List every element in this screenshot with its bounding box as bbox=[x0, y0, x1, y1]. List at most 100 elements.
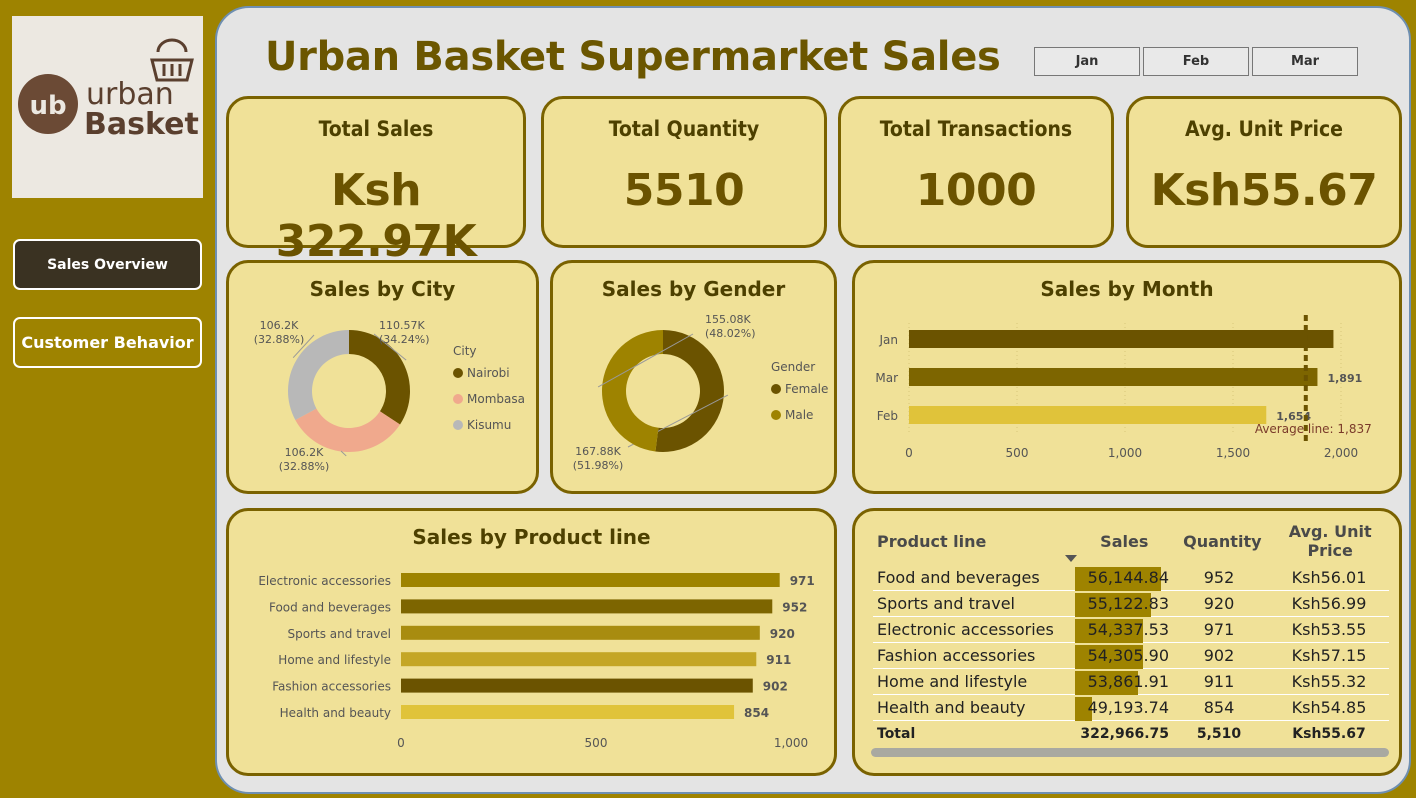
legend-label-kisumu: Kisumu bbox=[467, 418, 511, 432]
nav-customer-behavior-label: Customer Behavior bbox=[21, 333, 194, 352]
sales-data-bar bbox=[1075, 593, 1151, 617]
table-card-product-line: Product line Sales Quantity Avg. Unit Pr… bbox=[852, 508, 1402, 776]
donut-slice-female bbox=[655, 330, 725, 452]
bar-health-and-beauty bbox=[401, 705, 735, 719]
legend-marker bbox=[453, 394, 463, 404]
table-body: Food and beverages 56,144.84 952 Ksh56.01 Sp… bbox=[873, 565, 1389, 721]
kpi-value: 5510 bbox=[623, 165, 745, 216]
cell-avg-unit-price: Ksh54.85 bbox=[1291, 698, 1367, 717]
y-tick-label: Electronic accessories bbox=[258, 574, 391, 588]
table-row[interactable]: Health and beauty 49,193.74 854 Ksh54.85 bbox=[873, 695, 1389, 721]
chart-title: Sales by Month bbox=[1040, 277, 1214, 301]
horizontal-scrollbar[interactable] bbox=[871, 748, 1389, 757]
x-tick-label: 1,000 bbox=[774, 736, 808, 750]
data-label-percent: (51.98%) bbox=[573, 459, 624, 472]
logo-graphic: ub urban Basket bbox=[18, 38, 199, 142]
legend-label-nairobi: Nairobi bbox=[467, 366, 510, 380]
sales-data-bar bbox=[1075, 697, 1092, 721]
slicer-feb[interactable]: Feb bbox=[1143, 47, 1249, 76]
leader-line bbox=[340, 450, 347, 457]
cell-avg-unit-price: Ksh56.99 bbox=[1291, 594, 1367, 613]
data-label-percent: (32.88%) bbox=[279, 460, 330, 473]
data-label: 1,891 bbox=[1327, 372, 1362, 385]
bar-food-and-beverages bbox=[401, 599, 773, 614]
data-label-percent: (48.02%) bbox=[705, 327, 756, 340]
cell-avg-unit-price: Ksh55.32 bbox=[1291, 672, 1367, 691]
leader-line bbox=[292, 334, 315, 359]
leader-line bbox=[373, 333, 407, 361]
sales-data-bar bbox=[1075, 619, 1144, 643]
slicer-mar[interactable]: Mar bbox=[1252, 47, 1358, 76]
total-sales: 322,966.75 bbox=[1080, 726, 1169, 742]
chart-card-sales-by-product-line: Sales by Product line 0 500 1,000 Electroni… bbox=[226, 508, 837, 776]
data-label: 952 bbox=[782, 600, 807, 614]
data-label-value: 110.57K bbox=[379, 319, 425, 332]
cell-quantity: 902 bbox=[1203, 646, 1235, 665]
cell-sales-text: 56,144.84 bbox=[1087, 568, 1169, 587]
column-header-product-line[interactable]: Product line bbox=[877, 531, 987, 551]
cell-avg-unit-price: Ksh53.55 bbox=[1291, 620, 1367, 639]
logo-circle bbox=[18, 74, 78, 134]
table-row[interactable]: Food and beverages 56,144.84 952 Ksh56.01 bbox=[873, 565, 1389, 591]
y-tick-label: Mar bbox=[875, 371, 898, 385]
chart-title: Sales by City bbox=[309, 277, 456, 301]
sort-descending-icon[interactable] bbox=[1065, 555, 1077, 563]
total-avg-unit-price: Ksh55.67 bbox=[1292, 726, 1366, 742]
bar-home-and-lifestyle bbox=[401, 652, 757, 667]
x-tick-label: 1,000 bbox=[1108, 446, 1142, 460]
logo: ub urban Basket bbox=[12, 16, 203, 198]
data-label-percent: (32.88%) bbox=[254, 333, 305, 346]
chart-card-sales-by-gender: Sales by Gender 167.88K (51.98%) 155.08K (4… bbox=[550, 260, 837, 494]
cell-sales: 54,337.53 bbox=[1069, 619, 1169, 643]
column-header-quantity[interactable]: Quantity bbox=[1183, 531, 1262, 551]
nav-customer-behavior[interactable]: Customer Behavior bbox=[13, 317, 202, 368]
bar-feb bbox=[909, 406, 1267, 424]
x-tick-label: 500 bbox=[585, 736, 608, 750]
table-row[interactable]: Sports and travel 55,122.83 920 Ksh56.99 bbox=[873, 591, 1389, 617]
logo-text-bottom: Basket bbox=[84, 107, 199, 142]
kpi-label: Total Transactions bbox=[879, 117, 1073, 141]
cell-avg-unit-price: Ksh56.01 bbox=[1291, 568, 1367, 587]
page-title: Urban Basket Supermarket Sales bbox=[265, 34, 1001, 80]
y-tick-label: Food and beverages bbox=[269, 600, 391, 614]
sales-data-bar bbox=[1075, 671, 1139, 695]
x-tick-label: 0 bbox=[905, 446, 913, 460]
logo-text-top: urban bbox=[86, 77, 174, 112]
slicer-jan[interactable]: Jan bbox=[1034, 47, 1140, 76]
sort-indicator-row bbox=[873, 555, 1389, 565]
average-line-label: Average line: 1,837 bbox=[1255, 422, 1372, 436]
cell-sales-text: 55,122.83 bbox=[1087, 594, 1169, 613]
nav-sales-overview[interactable]: Sales Overview bbox=[13, 239, 202, 290]
kpi-value: Ksh 322.97K bbox=[275, 165, 477, 267]
total-label: Total bbox=[877, 726, 916, 742]
cell-quantity: 911 bbox=[1203, 672, 1235, 691]
x-tick-label: 0 bbox=[397, 736, 405, 750]
bar-fashion-accessories bbox=[401, 678, 753, 693]
x-tick-label: 500 bbox=[1006, 446, 1029, 460]
data-label: 911 bbox=[766, 653, 791, 667]
y-tick-label: Jan bbox=[879, 333, 899, 347]
table-row[interactable]: Home and lifestyle 53,861.91 911 Ksh55.32 bbox=[873, 669, 1389, 695]
cell-sales-text: 53,861.91 bbox=[1087, 672, 1169, 691]
cell-product-line: Food and beverages bbox=[877, 568, 1040, 587]
column-header-sales[interactable]: Sales bbox=[1100, 531, 1149, 551]
bar-chart-product-line: 0 500 1,000 Electronic accessories 971 Food a… bbox=[258, 573, 815, 750]
cell-sales: 56,144.84 bbox=[1069, 567, 1169, 591]
cell-product-line: Health and beauty bbox=[877, 698, 1026, 717]
cell-quantity: 920 bbox=[1203, 594, 1235, 613]
kpi-card-total-quantity: Total Quantity 5510 bbox=[541, 96, 827, 248]
column-header-avg-unit-price[interactable]: Avg. Unit Price bbox=[1288, 522, 1372, 560]
bar-mar bbox=[909, 368, 1318, 386]
table-total-row: Total 322,966.75 5,510 Ksh55.67 bbox=[873, 721, 1389, 747]
cell-avg-unit-price: Ksh57.15 bbox=[1291, 646, 1367, 665]
data-label: 1,654 bbox=[1276, 410, 1311, 423]
bar-chart-month: 0 500 1,000 1,500 2,000 Jan Mar 1,891 Feb 1,654Av… bbox=[875, 315, 1372, 460]
table-row[interactable]: Electronic accessories 54,337.53 971 Ksh53.… bbox=[873, 617, 1389, 643]
cell-sales: 55,122.83 bbox=[1069, 593, 1169, 617]
table-header: Product line Sales Quantity Avg. Unit Pr… bbox=[873, 522, 1389, 560]
table-row[interactable]: Fashion accessories 54,305.90 902 Ksh57.15 bbox=[873, 643, 1389, 669]
data-label-value: 106.2K bbox=[285, 446, 324, 459]
data-label-value: 155.08K bbox=[705, 313, 751, 326]
legend-marker bbox=[453, 368, 463, 378]
data-label-value: 167.88K bbox=[575, 445, 621, 458]
